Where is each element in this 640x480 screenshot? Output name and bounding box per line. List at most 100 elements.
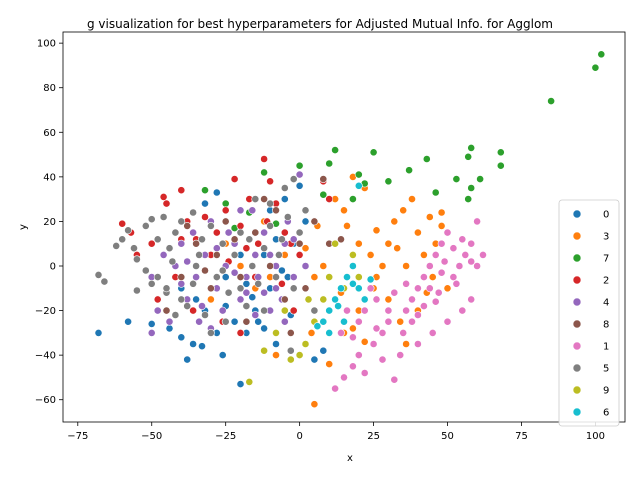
point-cluster-5 (112, 241, 121, 250)
point-cluster-2 (289, 306, 298, 315)
point-cluster-1 (452, 279, 461, 288)
legend-label: 9 (603, 386, 609, 397)
point-cluster-2 (277, 279, 286, 288)
legend-label: 0 (603, 210, 609, 221)
x-tick-label: 50 (441, 431, 454, 442)
y-axis: −60 −40 −20 0 20 40 60 80 100 (35, 39, 63, 406)
point-cluster-2 (242, 244, 251, 253)
point-cluster-9 (331, 239, 339, 248)
point-cluster-5 (280, 184, 289, 192)
point-cluster-1 (354, 317, 363, 326)
point-cluster-0 (183, 355, 192, 364)
point-cluster-5 (171, 228, 180, 237)
point-cluster-5 (198, 235, 206, 244)
point-cluster-7 (325, 159, 334, 168)
point-cluster-1 (440, 257, 449, 266)
point-cluster-5 (165, 244, 174, 253)
x-tick-label: 75 (515, 431, 528, 442)
point-cluster-5 (206, 221, 215, 230)
point-cluster-4 (236, 295, 245, 304)
point-cluster-5 (141, 266, 150, 275)
point-cluster-1 (458, 306, 467, 315)
point-cluster-2 (236, 221, 245, 230)
point-cluster-5 (177, 295, 186, 304)
point-cluster-5 (159, 213, 168, 221)
point-cluster-1 (348, 362, 357, 371)
point-cluster-3 (354, 239, 363, 248)
y-tick-label: −60 (35, 395, 56, 406)
legend-label: 3 (603, 232, 609, 243)
point-cluster-5 (251, 195, 260, 203)
point-cluster-5 (289, 175, 298, 183)
point-cluster-4 (242, 288, 251, 297)
point-cluster-5 (242, 302, 251, 310)
point-cluster-1 (467, 295, 476, 304)
point-cluster-6 (340, 317, 348, 326)
point-cluster-4 (260, 288, 268, 297)
point-cluster-6 (334, 302, 342, 310)
point-cluster-3 (408, 195, 416, 203)
point-cluster-6 (348, 262, 357, 270)
point-cluster-5 (162, 284, 171, 293)
point-cluster-1 (396, 351, 405, 359)
point-cluster-1 (419, 273, 428, 281)
point-cluster-8 (301, 284, 310, 293)
point-cluster-3 (301, 244, 310, 253)
point-cluster-7 (295, 161, 304, 170)
point-cluster-6 (313, 322, 322, 331)
legend-marker (572, 231, 582, 241)
point-cluster-1 (434, 288, 443, 297)
point-cluster-9 (272, 328, 280, 337)
point-cluster-5 (141, 221, 150, 230)
point-cluster-2 (236, 328, 245, 337)
point-cluster-6 (360, 295, 369, 304)
point-cluster-1 (443, 317, 452, 326)
point-cluster-5 (274, 250, 283, 259)
point-cluster-5 (218, 239, 227, 248)
point-cluster-9 (304, 295, 313, 304)
point-cluster-9 (280, 306, 289, 315)
x-tick-label: −75 (67, 431, 88, 442)
point-cluster-4 (280, 317, 289, 326)
point-cluster-8 (221, 217, 230, 226)
point-cluster-3 (319, 262, 328, 270)
point-cluster-7 (369, 148, 378, 157)
point-cluster-7 (354, 170, 363, 179)
point-cluster-5 (195, 250, 203, 259)
point-cluster-5 (236, 284, 245, 293)
point-cluster-5 (266, 199, 274, 208)
point-cluster-3 (390, 217, 399, 226)
legend-marker (572, 363, 582, 373)
point-cluster-0 (310, 355, 319, 364)
point-cluster-3 (402, 262, 410, 270)
y-axis-label: y (18, 224, 29, 230)
point-cluster-8 (251, 228, 260, 237)
point-cluster-7 (221, 199, 230, 208)
point-cluster-6 (366, 275, 375, 284)
point-cluster-0 (277, 266, 286, 275)
point-cluster-1 (372, 295, 381, 304)
point-cluster-4 (295, 170, 304, 179)
point-cluster-7 (597, 50, 606, 59)
point-cluster-5 (147, 215, 156, 224)
point-cluster-1 (419, 302, 428, 310)
point-cluster-5 (130, 244, 138, 253)
point-cluster-5 (132, 255, 141, 264)
point-cluster-3 (428, 273, 437, 281)
point-cluster-0 (165, 324, 174, 333)
point-cluster-0 (221, 273, 230, 281)
point-cluster-0 (177, 333, 186, 342)
point-cluster-1 (431, 250, 440, 259)
legend-marker (572, 275, 582, 285)
point-cluster-8 (183, 221, 192, 230)
point-cluster-6 (325, 306, 334, 315)
point-cluster-5 (218, 266, 227, 275)
legend-label: 2 (603, 276, 609, 287)
point-cluster-1 (461, 250, 470, 259)
x-axis: −75 −50 −25 0 25 50 75 100 (67, 422, 605, 442)
legend-label: 6 (603, 408, 609, 419)
point-cluster-5 (295, 228, 304, 237)
point-cluster-1 (372, 324, 381, 333)
point-cluster-3 (343, 221, 351, 230)
point-cluster-3 (372, 226, 381, 235)
